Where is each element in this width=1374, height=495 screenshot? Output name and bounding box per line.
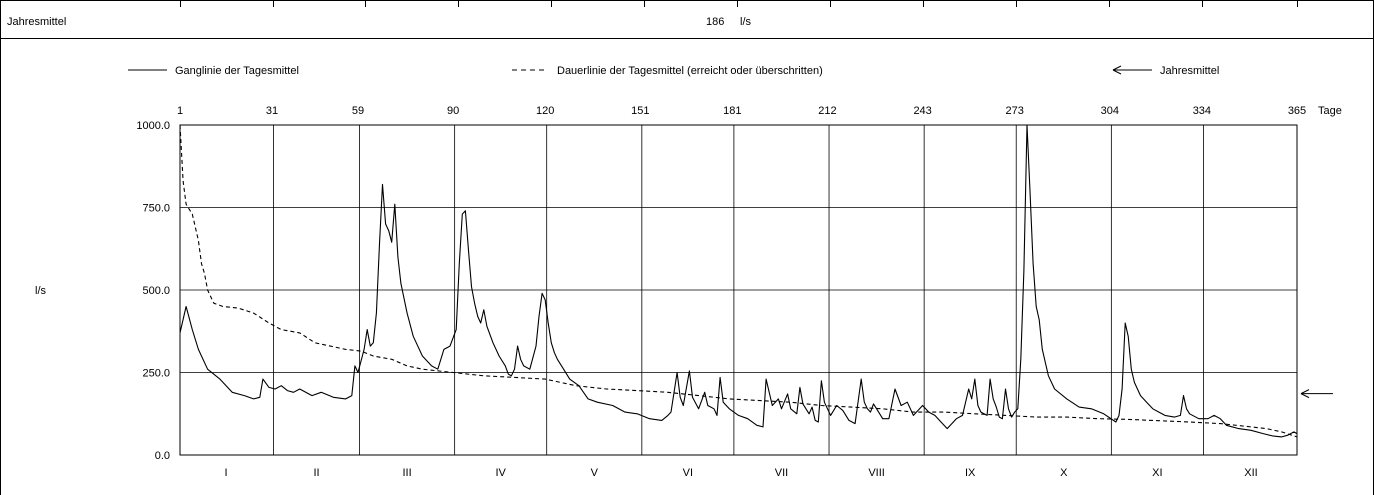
y-tick-label: 0.0 (155, 450, 170, 462)
x-tick-label: 304 (1101, 105, 1119, 117)
month-label: I (224, 467, 227, 479)
month-label: VI (683, 467, 693, 479)
x-tick-label: 90 (447, 105, 459, 117)
month-label: III (402, 467, 411, 479)
month-label: IX (965, 467, 976, 479)
plot-area: 0.0 250.0 500.0 750.0 1000.0 1 31 59 90 120 151 18… (35, 105, 1342, 479)
legend-label-jahresmittel: Jahresmittel (1160, 65, 1219, 77)
series-dauerlinie (179, 124, 1298, 438)
y-tick-label: 1000.0 (136, 120, 170, 132)
x-tick-label: 59 (352, 105, 364, 117)
month-label: XII (1244, 467, 1257, 479)
x-tick-label: 151 (631, 105, 649, 117)
x-tick-label: 120 (536, 105, 554, 117)
x-tick-label: 334 (1193, 105, 1211, 117)
series-ganglinie (179, 124, 1298, 438)
x-unit-label: Tage (1318, 105, 1342, 117)
month-label: IV (495, 467, 506, 479)
month-label: II (313, 467, 319, 479)
x-tick-label: 181 (723, 105, 741, 117)
x-tick-label: 212 (818, 105, 836, 117)
y-tick-label: 750.0 (142, 203, 170, 215)
x-tick-label: 243 (913, 105, 931, 117)
month-label: VII (775, 467, 788, 479)
month-label: X (1060, 467, 1068, 479)
month-label: V (591, 467, 599, 479)
legend-label-dauerlinie: Dauerlinie der Tagesmittel (erreicht ode… (557, 65, 823, 77)
x-tick-label: 1 (177, 105, 183, 117)
y-tick-label: 250.0 (142, 368, 170, 380)
annual-mean-arrowhead (1300, 389, 1310, 399)
annual-mean-value: 186 (706, 16, 724, 28)
x-tick-label: 365 (1288, 105, 1306, 117)
month-label: VIII (868, 467, 885, 479)
y-tick-label: 500.0 (142, 285, 170, 297)
jahresmittel-row-label: Jahresmittel (7, 16, 66, 28)
month-label: XI (1152, 467, 1162, 479)
legend: Ganglinie der Tagesmittel Dauerlinie der… (128, 65, 1219, 77)
y-axis-label: l/s (35, 285, 47, 297)
annual-mean-unit: l/s (740, 16, 752, 28)
x-tick-label: 31 (266, 105, 278, 117)
x-tick-label: 273 (1006, 105, 1024, 117)
legend-arrowhead-icon (1112, 65, 1122, 75)
legend-label-ganglinie: Ganglinie der Tagesmittel (175, 65, 299, 77)
